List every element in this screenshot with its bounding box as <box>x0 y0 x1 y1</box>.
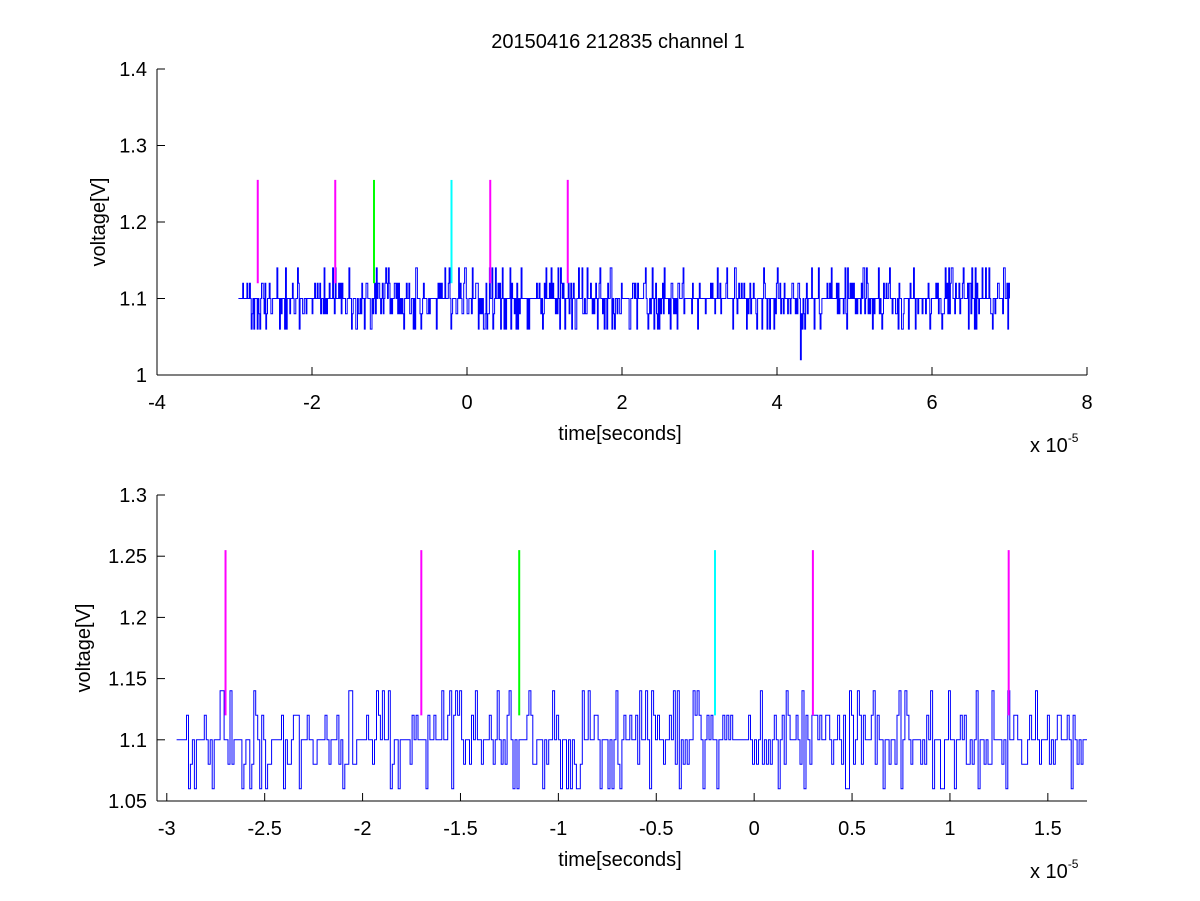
y-ticks-top: 1 1.1 1.2 1.3 1.4 <box>119 59 165 387</box>
y-tick-label: 1.25 <box>108 546 147 568</box>
x-ticks-bottom: -3 -2.5 -2 -1.5 -1 -0.5 0 0.5 1 1.5 <box>158 793 1062 840</box>
x-exponent-base-bottom: x 10 <box>1030 861 1068 883</box>
x-axis-label-bottom: time[seconds] <box>558 849 681 871</box>
x-exponent-top: x 10-5 <box>1030 431 1079 457</box>
x-tick-label: 1 <box>944 818 955 840</box>
y-tick-label: 1.05 <box>108 791 147 813</box>
x-axis-label-top: time[seconds] <box>558 423 681 445</box>
figure-title: 20150416 212835 channel 1 <box>491 31 745 53</box>
x-tick-label: 4 <box>771 392 782 414</box>
x-tick-label: 2 <box>616 392 627 414</box>
x-tick-label: -2 <box>303 392 321 414</box>
subplot-bottom: -3 -2.5 -2 -1.5 -1 -0.5 0 0.5 1 1.5 1.051.11.151.… <box>73 485 1087 883</box>
x-tick-label: 8 <box>1081 392 1092 414</box>
y-tick-label: 1.3 <box>119 136 147 158</box>
x-tick-label: 0 <box>749 818 760 840</box>
x-tick-label: -3 <box>158 818 176 840</box>
y-tick-label: 1.1 <box>119 730 147 752</box>
x-tick-label: 1.5 <box>1034 818 1062 840</box>
y-tick-label: 1.4 <box>119 59 147 81</box>
signal-trace-top <box>238 267 1010 361</box>
x-tick-label: -1 <box>549 818 567 840</box>
marker-lines-top <box>256 179 569 284</box>
y-tick-label: 1.1 <box>119 289 147 311</box>
x-exponent-power-top: -5 <box>1068 431 1079 445</box>
y-ticks-bottom: 1.05 1.1 1.15 1.2 1.25 1.3 <box>108 485 165 813</box>
x-tick-label: -4 <box>148 392 166 414</box>
y-axis-label-top: voltage[V] <box>88 178 110 267</box>
y-axis-label-bottom: voltage[V] <box>73 604 95 693</box>
y-tick-label: 1.15 <box>108 669 147 691</box>
x-tick-label: 0.5 <box>838 818 866 840</box>
x-tick-label: -2.5 <box>247 818 281 840</box>
axes-frame-top <box>157 69 1087 375</box>
signal-trace <box>238 267 1010 361</box>
x-exponent-power-bottom: -5 <box>1068 857 1079 871</box>
marker-lines-bottom <box>224 550 1010 716</box>
x-exponent-base-top: x 10 <box>1030 435 1068 457</box>
x-exponent-bottom: x 10-5 <box>1030 857 1079 883</box>
y-tick-label: 1 <box>136 365 147 387</box>
x-tick-label: 0 <box>461 392 472 414</box>
y-tick-label: 1.3 <box>119 485 147 507</box>
x-tick-label: 6 <box>926 392 937 414</box>
x-tick-label: -1.5 <box>443 818 477 840</box>
signal-trace-bottom <box>176 690 1087 790</box>
y-tick-label: 1.2 <box>119 607 147 629</box>
signal-trace <box>176 690 1087 790</box>
subplot-top: -4 -2 0 2 4 6 8 1 1.1 1.2 1.3 1.4 time[seconds] vo… <box>88 59 1093 457</box>
y-tick-label: 1.2 <box>119 212 147 234</box>
x-ticks-top: -4 -2 0 2 4 6 8 <box>148 367 1093 414</box>
x-tick-label: -2 <box>354 818 372 840</box>
x-tick-label: -0.5 <box>639 818 673 840</box>
